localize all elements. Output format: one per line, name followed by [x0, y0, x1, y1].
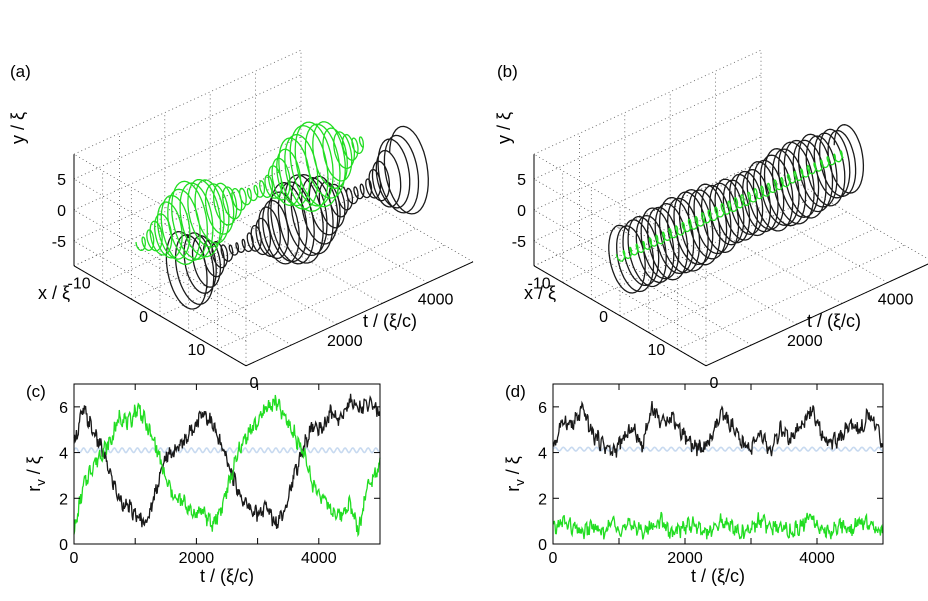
grid-line — [533, 49, 762, 155]
grid-line — [677, 244, 905, 350]
x-tick-label: 4000 — [301, 550, 337, 567]
x-tick-label: 10 — [188, 342, 206, 359]
x-tick-label: 0 — [549, 550, 558, 567]
y-tick-label: 0 — [538, 537, 547, 554]
grid-line — [217, 244, 445, 350]
axis-x — [533, 265, 707, 367]
y-axis-label: y / ξ — [8, 112, 28, 144]
grid-line — [159, 211, 388, 317]
grid-line — [73, 136, 302, 242]
t-tick-label: 2000 — [327, 333, 363, 350]
x-tick-label: 2000 — [179, 550, 215, 567]
t-tick-label: 0 — [710, 375, 719, 392]
grid-line — [533, 136, 762, 242]
grid-line — [73, 105, 302, 211]
panel-d: 0 2000 4000 0 2 4 6 t / (ξ/c) rv / ξ (d) — [503, 382, 884, 586]
y-tick-label: 0 — [59, 537, 68, 554]
x-tick-label: 0 — [139, 309, 148, 326]
x-axis-label: x / ξ — [524, 283, 556, 303]
x-tick-label: 10 — [648, 342, 666, 359]
series-0-trajectory — [165, 125, 429, 310]
series-0-line — [73, 393, 381, 529]
y-tick-label: -5 — [512, 234, 526, 251]
grid-line — [579, 244, 752, 346]
panel-a: 0 2000 4000 10 0 -10 5 0 -5 t / (ξ/c) x / ξ y / ξ (a… — [8, 49, 474, 392]
axis-t — [705, 263, 928, 367]
y-tick-label: 2 — [59, 491, 68, 508]
grid-line — [188, 228, 416, 333]
t-axis-label: t / (ξ/c) — [807, 311, 861, 331]
series-0-trajectory — [608, 124, 865, 294]
y-tick-label: -5 — [52, 234, 66, 251]
y-tick-label: 4 — [538, 446, 547, 463]
x-tick-label: 0 — [599, 309, 608, 326]
y-tick-label: 0 — [517, 203, 526, 220]
x-axis-label: x / ξ — [38, 283, 70, 303]
grid-line — [591, 194, 819, 300]
grid-line — [73, 161, 302, 267]
y-tick-label: 0 — [57, 203, 66, 220]
axis-t — [245, 261, 474, 367]
series-0-line — [552, 400, 884, 458]
panel-letter: (c) — [26, 382, 46, 401]
grid-line — [533, 74, 762, 180]
x-axis-label: t / (ξ/c) — [691, 566, 745, 586]
x-tick-label: -10 — [528, 275, 551, 292]
plot-frame — [73, 383, 381, 545]
x-tick-label: 4000 — [799, 550, 835, 567]
y-tick-label: 6 — [59, 400, 68, 417]
y-tick-label: 5 — [517, 172, 526, 189]
axis-x — [73, 265, 247, 367]
grid-line — [648, 228, 876, 333]
y-tick-label: 2 — [538, 491, 547, 508]
x-axis-label: t / (ξ/c) — [200, 566, 254, 586]
panel-letter: (d) — [505, 382, 526, 401]
y-axis-label: rv / ξ — [24, 456, 48, 492]
grid-line — [533, 105, 762, 211]
reference-line — [552, 446, 883, 452]
panel-letter: (b) — [497, 62, 518, 81]
x-tick-label: 0 — [70, 550, 79, 567]
series-1-line — [552, 511, 884, 540]
t-axis-label: t / (ξ/c) — [363, 311, 417, 331]
y-tick-label: 5 — [57, 172, 66, 189]
x-tick-label: -10 — [68, 275, 91, 292]
y-tick-label: 4 — [59, 446, 68, 463]
series-1-trajectory — [135, 121, 364, 265]
grid-line — [73, 74, 302, 180]
x-tick-label: 2000 — [667, 550, 703, 567]
grid-line — [300, 161, 474, 263]
grid-line — [73, 49, 302, 155]
t-tick-label: 2000 — [787, 333, 823, 350]
series-1-line — [73, 394, 381, 538]
t-tick-label: 4000 — [878, 292, 914, 309]
grid-line — [619, 211, 848, 317]
reference-line — [73, 447, 380, 454]
panel-letter: (a) — [10, 62, 31, 81]
panel-b: 0 2000 4000 10 0 -10 5 0 -5 t / (ξ/c) x / ξ y / ξ (b… — [494, 49, 928, 392]
t-tick-label: 0 — [250, 375, 259, 392]
panel-c: 0 2000 4000 0 2 4 6 t / (ξ/c) rv / ξ (c) — [24, 382, 381, 586]
y-tick-label: 6 — [538, 400, 547, 417]
y-axis-label: rv / ξ — [503, 456, 527, 492]
plot-frame — [552, 383, 884, 545]
y-axis-label: y / ξ — [494, 112, 514, 144]
series-1-trajectory — [615, 150, 844, 262]
t-tick-label: 4000 — [418, 292, 454, 309]
